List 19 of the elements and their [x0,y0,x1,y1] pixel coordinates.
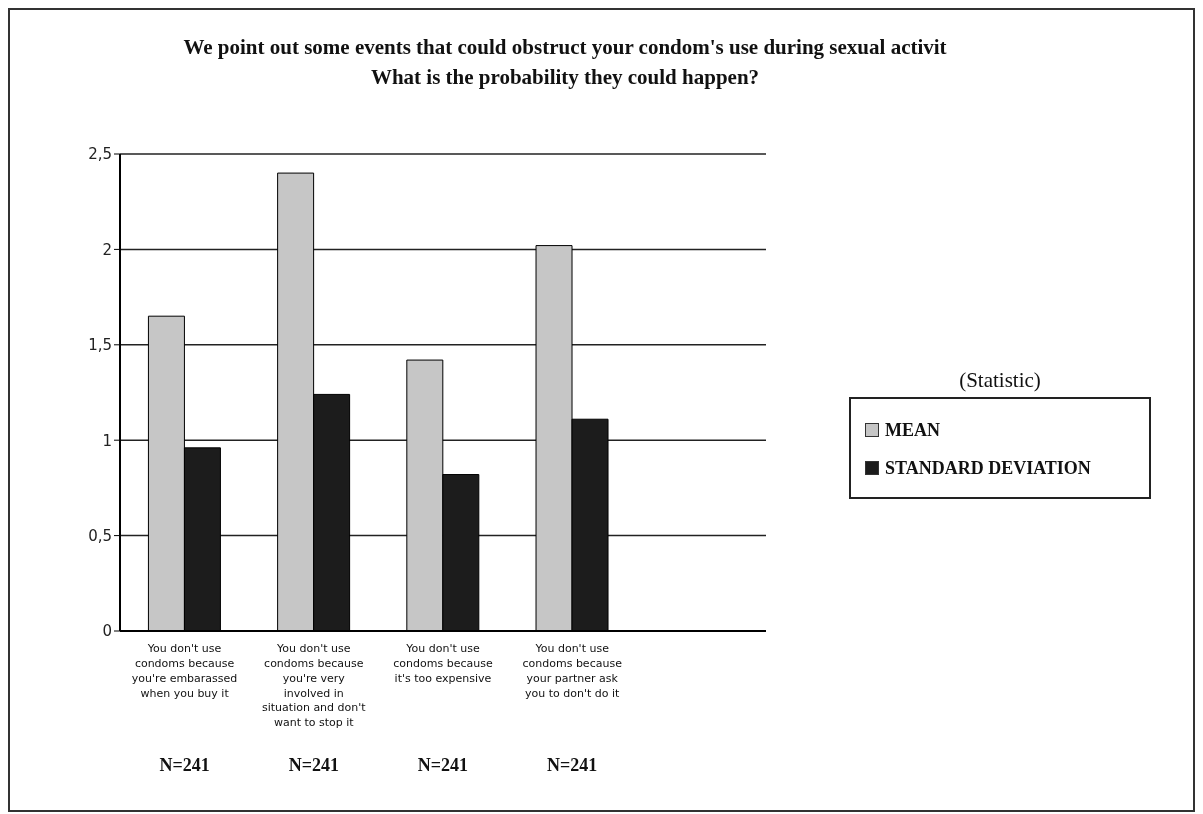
y-tick-label: 0 [102,622,112,641]
x-tick-label: You don't use condoms because it's too expensive [393,642,493,685]
text: N=241 [158,755,211,776]
text: N=241 [287,755,340,776]
y-tick-label: 2 [102,240,112,259]
y-tick-label: 1,5 [88,336,112,355]
legend-label: MEAN [885,419,940,441]
text: N=241 [546,755,599,776]
x-tick-label: You don't use condoms because you're very involved in situation and don't want to stop it [262,642,367,730]
y-tick-label: 1 [102,431,112,450]
y-tick-label: 2,5 [88,145,112,164]
x-tick-label: You don't use condoms because your partner ask you to don't do it [522,642,623,700]
chart-subtitle: What is the probability they could happen? [369,64,761,91]
text: N=241 [416,755,470,776]
x-tick-label: You don't use condoms because you're embarassed when you buy it [131,642,238,700]
y-tick-label: 0,5 [88,526,112,545]
legend-label: STANDARD DEVIATION [885,457,1091,479]
chart-title: We point out some events that could obstruct your condom's use during sexual activit [182,34,948,61]
legend-title: (Statistic) [958,368,1042,393]
